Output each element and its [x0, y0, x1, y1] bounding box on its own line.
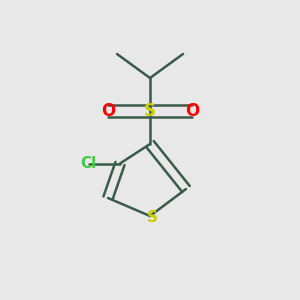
- Text: O: O: [101, 102, 115, 120]
- Text: S: S: [144, 102, 156, 120]
- Text: S: S: [147, 210, 158, 225]
- Text: O: O: [185, 102, 199, 120]
- Text: Cl: Cl: [80, 156, 97, 171]
